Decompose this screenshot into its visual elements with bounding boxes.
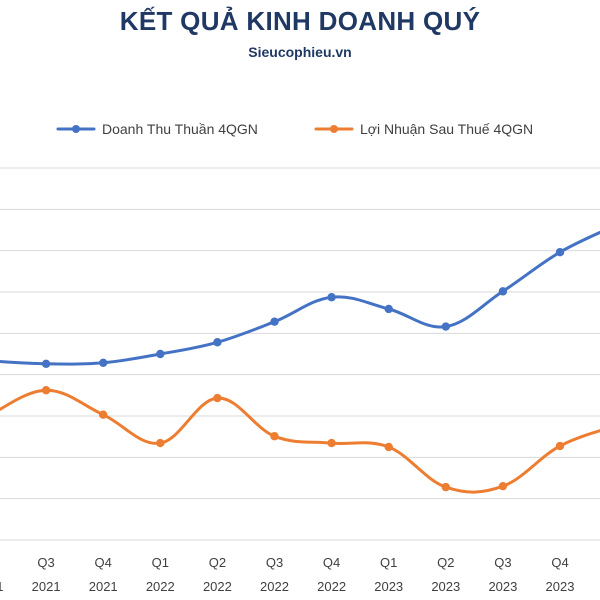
chart-title: KẾT QUẢ KINH DOANH QUÝ xyxy=(119,6,481,36)
x-tick-quarter: Q1 xyxy=(152,555,169,570)
x-tick-year: 2021 xyxy=(0,579,3,594)
data-point-profit xyxy=(498,481,508,491)
data-point-revenue xyxy=(327,293,336,302)
data-point-revenue xyxy=(156,349,165,359)
x-tick-quarter: Q4 xyxy=(551,555,568,570)
data-point-profit xyxy=(41,386,51,395)
data-point-profit xyxy=(384,442,393,452)
series-layer xyxy=(0,230,600,494)
data-point-profit xyxy=(441,482,450,492)
chart-subtitle: Sieucophieu.vn xyxy=(248,44,352,60)
x-tick-quarter: Q2 xyxy=(209,555,226,570)
x-tick-year: 2022 xyxy=(260,579,289,594)
series-line-profit xyxy=(0,388,600,494)
x-tick-year: 2023 xyxy=(546,579,575,594)
data-point-profit xyxy=(213,393,222,403)
x-tick-year: 2023 xyxy=(488,579,517,594)
legend-marker-revenue xyxy=(72,125,80,133)
legend-label-revenue: Doanh Thu Thuần 4QGN xyxy=(102,121,258,137)
x-tick-quarter: Q3 xyxy=(494,555,511,570)
x-tick-year: 2021 xyxy=(32,579,61,594)
data-point-revenue xyxy=(384,304,393,314)
legend-item-revenue: Doanh Thu Thuần 4QGN xyxy=(56,121,258,137)
data-point-revenue xyxy=(41,359,51,368)
x-tick-quarter: Q3 xyxy=(37,555,54,570)
x-tick-year: 2023 xyxy=(374,579,403,594)
x-tick-quarter: Q2 xyxy=(437,555,454,570)
x-tick-year: 2021 xyxy=(89,579,118,594)
data-point-profit xyxy=(327,438,336,448)
data-point-profit xyxy=(156,438,165,448)
data-point-revenue xyxy=(213,338,222,347)
x-tick-year: 2022 xyxy=(317,579,346,594)
x-tick-quarter: Q1 xyxy=(380,555,397,570)
legend-item-profit: Lợi Nhuận Sau Thuế 4QGN xyxy=(314,121,533,137)
x-tick-quarter: Q3 xyxy=(266,555,283,570)
x-tick-year: 2023 xyxy=(431,579,460,594)
data-point-revenue xyxy=(441,322,450,331)
data-point-revenue xyxy=(99,358,108,368)
data-point-revenue xyxy=(555,247,565,257)
data-point-profit xyxy=(555,441,565,451)
x-tick-quarter: Q4 xyxy=(323,555,340,570)
series-line-revenue xyxy=(0,230,600,366)
legend-label-profit: Lợi Nhuận Sau Thuế 4QGN xyxy=(360,121,533,137)
legend-marker-profit xyxy=(330,125,338,133)
data-point-revenue xyxy=(270,317,279,326)
x-tick-year: 2022 xyxy=(203,579,232,594)
x-axis-labels: 2021 Q3 2021 Q4 2021 Q1 2022 Q2 2022 Q3 2022 Q4 2022… xyxy=(0,555,574,594)
x-tick-quarter: Q4 xyxy=(95,555,112,570)
data-point-revenue xyxy=(498,287,508,296)
data-point-profit xyxy=(270,432,279,441)
legend: Doanh Thu Thuần 4QGN Lợi Nhuận Sau Thuế … xyxy=(56,121,533,137)
x-tick-year: 2022 xyxy=(146,579,175,594)
gridlines xyxy=(0,167,600,541)
data-point-profit xyxy=(99,410,108,419)
